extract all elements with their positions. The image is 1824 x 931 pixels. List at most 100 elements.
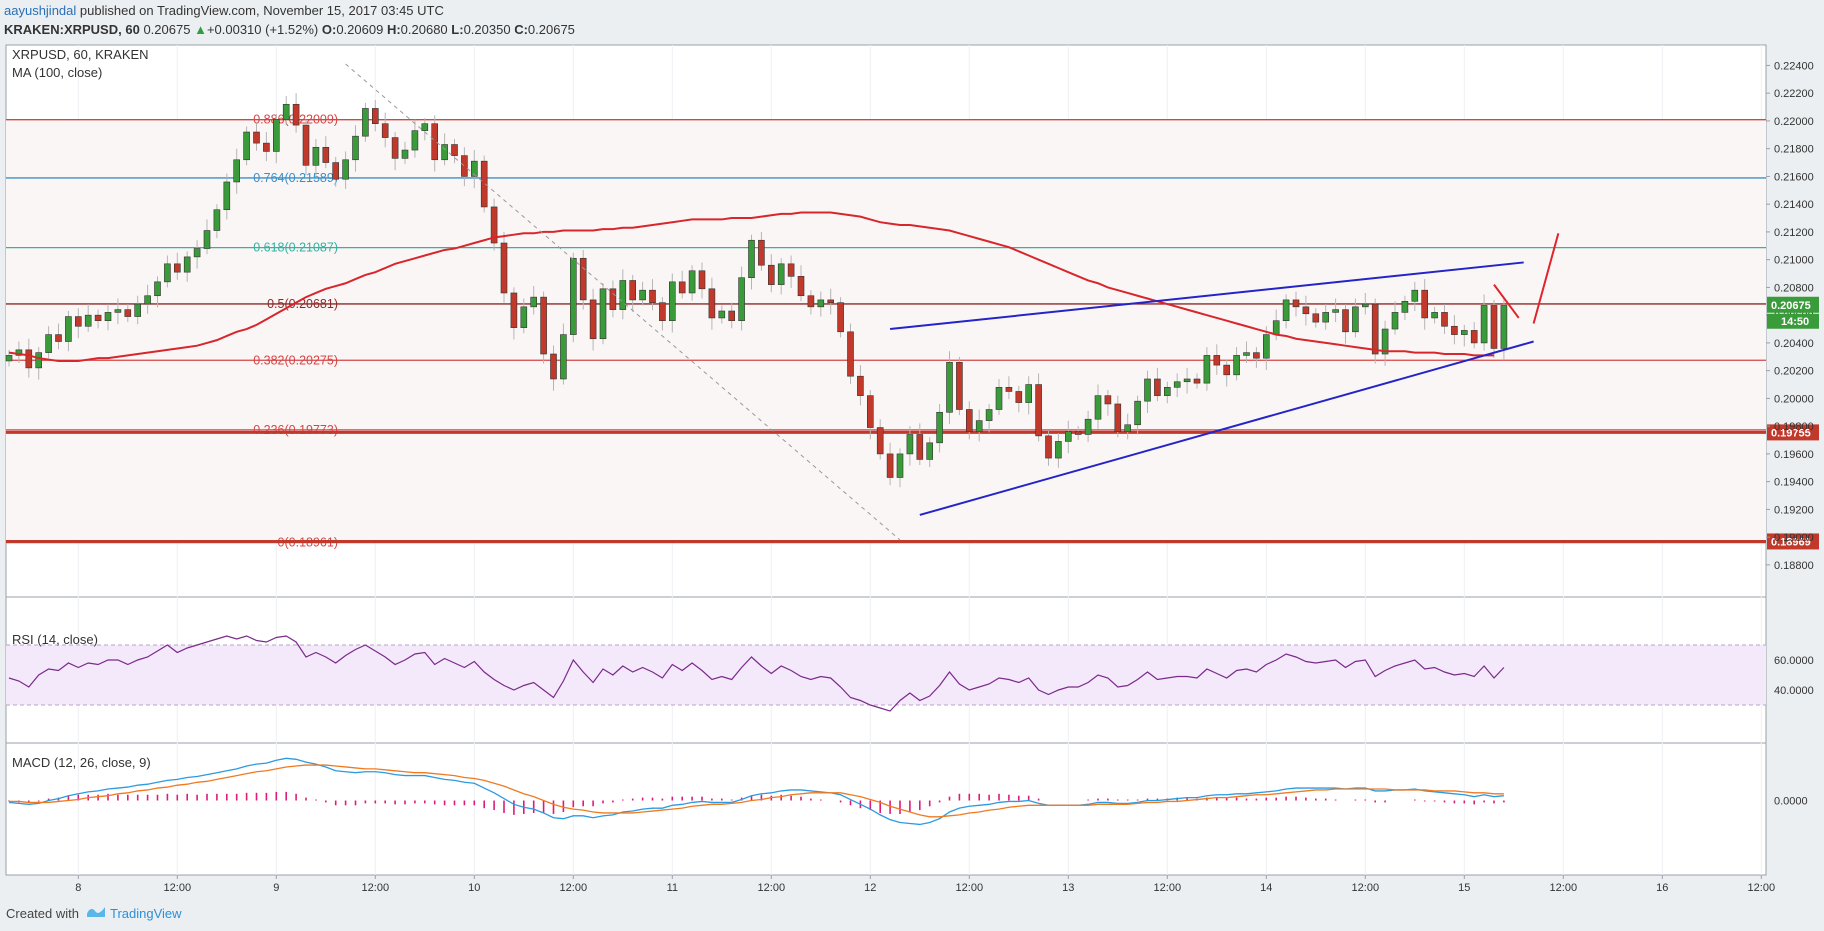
candle-body bbox=[817, 299, 825, 308]
candle-body bbox=[174, 263, 181, 273]
candle-body bbox=[975, 420, 983, 433]
candle-body bbox=[1451, 325, 1458, 335]
x-tick-label: 13 bbox=[1062, 882, 1074, 894]
candle-body bbox=[312, 146, 320, 166]
close-value: 0.20675 bbox=[527, 22, 575, 37]
candle-body bbox=[787, 263, 795, 277]
candle-body bbox=[114, 309, 122, 313]
candle-body bbox=[1302, 306, 1310, 315]
candle-body bbox=[926, 442, 934, 460]
candle-body bbox=[164, 263, 171, 283]
candle-body bbox=[569, 257, 577, 335]
candle-body bbox=[1243, 352, 1250, 356]
rsi-indicator-label[interactable]: RSI (14, close) bbox=[12, 632, 98, 647]
last-price: 0.20675 bbox=[143, 22, 191, 37]
candle-body bbox=[1431, 312, 1438, 319]
publish-info: published on TradingView.com, November 1… bbox=[76, 3, 444, 18]
candle-body bbox=[827, 299, 835, 303]
price-chart[interactable]: 0.886(0.22009)0.764(0.21589)0.618(0.2108… bbox=[0, 44, 1824, 900]
candle-body bbox=[1352, 306, 1359, 333]
candle-body bbox=[134, 303, 141, 317]
x-tick-label: 15 bbox=[1458, 882, 1470, 894]
macd-line bbox=[8, 757, 1504, 826]
fib-level-label: 0.382(0.20275) bbox=[253, 353, 338, 367]
high-value: 0.20680 bbox=[400, 22, 448, 37]
candle-body bbox=[1213, 355, 1221, 366]
candle-body bbox=[461, 155, 468, 177]
candle-body bbox=[1322, 312, 1329, 323]
candle-body bbox=[718, 310, 726, 319]
candle-body bbox=[728, 310, 736, 322]
tradingview-logo-icon[interactable] bbox=[86, 904, 106, 918]
rsi-band-fill bbox=[6, 645, 1766, 705]
candle-body bbox=[292, 103, 300, 126]
y-tick-label: 0.19000 bbox=[1774, 532, 1814, 544]
ma-indicator-label[interactable]: MA (100, close) bbox=[12, 65, 102, 80]
indicator-lines bbox=[8, 211, 1505, 826]
open-label: O: bbox=[321, 22, 337, 37]
candle-body bbox=[807, 295, 815, 308]
signal-line bbox=[9, 764, 1504, 818]
y-tick-label: 0.20400 bbox=[1774, 338, 1814, 350]
y-tick-label: 0.21600 bbox=[1774, 171, 1814, 183]
candle-body bbox=[1461, 330, 1468, 335]
candle-body bbox=[995, 387, 1003, 410]
candle-body bbox=[84, 314, 92, 327]
y-tick-label: 0.19800 bbox=[1774, 421, 1814, 433]
candle-body bbox=[35, 352, 43, 369]
candle-body bbox=[470, 160, 478, 177]
fib-level-label: 0.236(0.19773) bbox=[253, 423, 338, 437]
macd-indicator-label[interactable]: MACD (12, 26, close, 9) bbox=[12, 755, 151, 770]
candle-body bbox=[144, 295, 151, 305]
candle-body bbox=[510, 292, 518, 328]
rsi-line bbox=[8, 635, 1505, 712]
fib-level-label: 0.764(0.21589) bbox=[253, 171, 338, 185]
ohlc-line: KRAKEN:XRPUSD, 60 0.20675 ▲+0.00310 (+1.… bbox=[4, 22, 575, 37]
pane-labels: XRPUSD, 60, KRAKEN MA (100, close) RSI (… bbox=[12, 47, 151, 770]
candle-body bbox=[876, 427, 884, 455]
candle-body bbox=[837, 302, 844, 333]
x-tick-label: 16 bbox=[1656, 882, 1668, 894]
candle-body bbox=[1055, 441, 1062, 459]
candlesticks bbox=[5, 93, 1508, 488]
y-tick-label: 0.21000 bbox=[1774, 255, 1814, 267]
candle-body bbox=[619, 280, 627, 310]
candle-body bbox=[1005, 387, 1013, 392]
candle-body bbox=[965, 409, 973, 433]
candle-body bbox=[1203, 355, 1211, 384]
low-label: L: bbox=[451, 22, 464, 37]
candle-body bbox=[748, 239, 755, 279]
candle-body bbox=[1401, 300, 1409, 313]
y-tick-label: 0.22200 bbox=[1774, 88, 1814, 100]
chart-header: aayushjindal published on TradingView.co… bbox=[0, 0, 1824, 44]
candle-body bbox=[421, 123, 429, 131]
candle-body bbox=[847, 331, 854, 377]
drawings[interactable] bbox=[345, 63, 1560, 541]
candle-body bbox=[896, 453, 904, 478]
author-link[interactable]: aayushjindal bbox=[4, 3, 77, 18]
x-tick-label: 12 bbox=[864, 882, 876, 894]
candle-body bbox=[1272, 320, 1280, 335]
tradingview-link[interactable]: TradingView bbox=[110, 906, 182, 921]
candle-body bbox=[213, 209, 221, 231]
fib-level-label: 0.618(0.21087) bbox=[253, 241, 338, 255]
candle-body bbox=[866, 395, 874, 428]
candle-body bbox=[1183, 378, 1191, 383]
candle-body bbox=[243, 131, 250, 161]
candle-body bbox=[1164, 387, 1171, 396]
candle-body bbox=[1035, 384, 1042, 437]
candle-body bbox=[391, 137, 399, 159]
ma-100-line bbox=[8, 211, 1494, 362]
candle-body bbox=[1193, 378, 1201, 384]
candle-body bbox=[688, 270, 696, 294]
low-value: 0.20350 bbox=[463, 22, 511, 37]
candle-body bbox=[480, 160, 488, 208]
last-price-badge-label: 0.20675 bbox=[1771, 300, 1811, 312]
rsi-tick-label: 60.0000 bbox=[1774, 655, 1814, 667]
y-tick-label: 0.19600 bbox=[1774, 449, 1814, 461]
y-tick-label: 0.20000 bbox=[1774, 393, 1814, 405]
symbol-label: KRAKEN:XRPUSD, 60 bbox=[4, 22, 140, 37]
x-tick-label: 12:00 bbox=[956, 882, 984, 894]
candle-body bbox=[589, 299, 597, 340]
candle-body bbox=[609, 288, 617, 310]
